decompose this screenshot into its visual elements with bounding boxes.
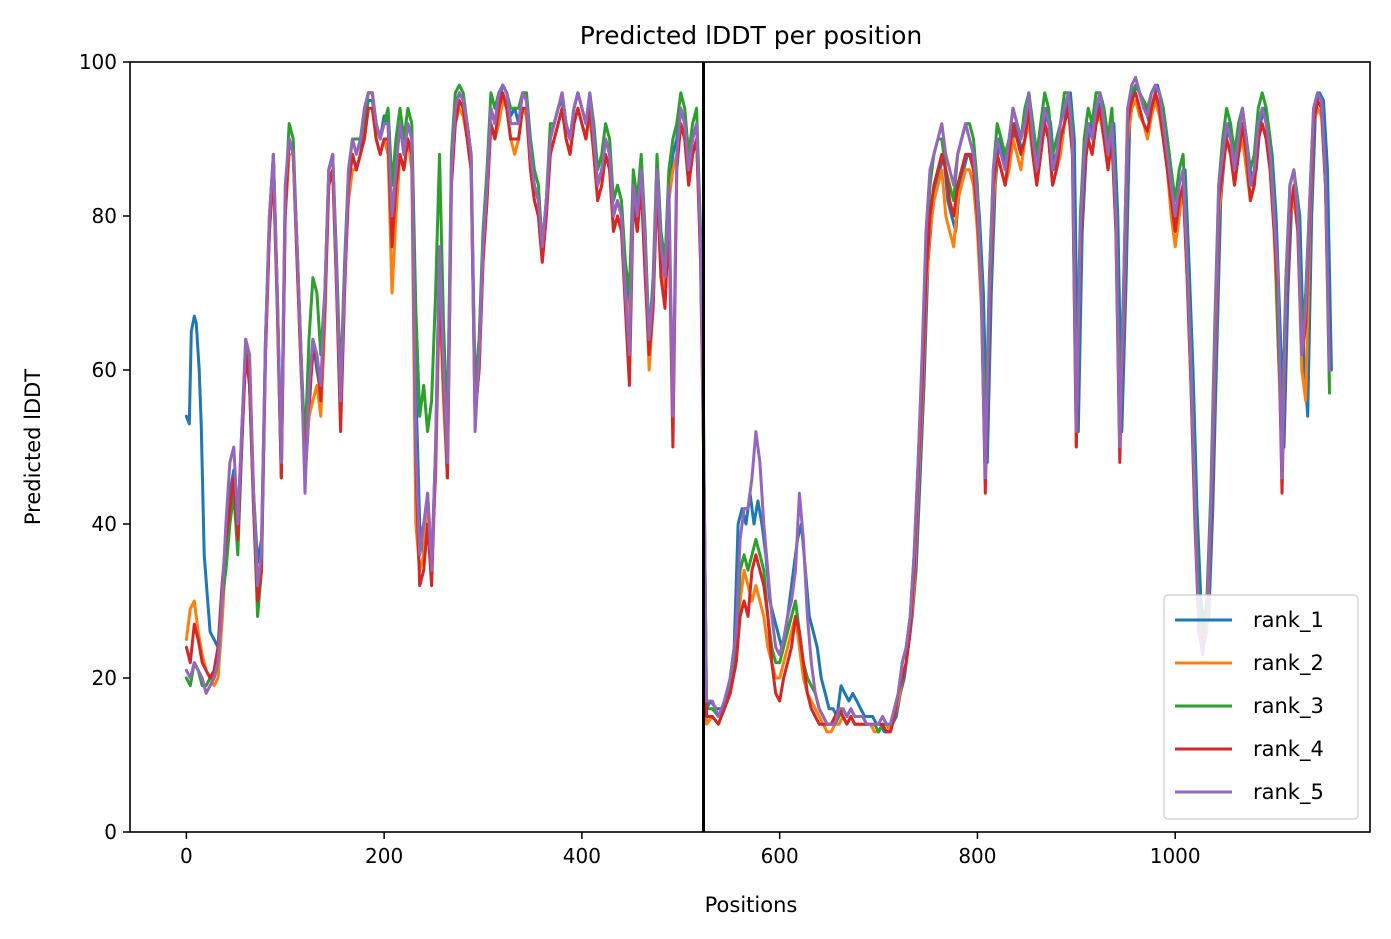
x-tick-label: 800 (958, 844, 996, 868)
x-axis-title: Positions (705, 893, 798, 917)
y-tick-label: 100 (79, 50, 117, 74)
series-layer (184, 75, 1333, 734)
x-tick-label: 1000 (1150, 844, 1201, 868)
chart-title: Predicted lDDT per position (580, 21, 922, 50)
y-tick-label: 0 (104, 820, 117, 844)
y-tick-label: 40 (92, 512, 117, 536)
legend: rank_1 rank_2 rank_3 rank_4 rank_5 (1163, 594, 1359, 820)
series-line-rank_5 (184, 75, 1331, 726)
legend-label-rank_5: rank_5 (1253, 780, 1324, 805)
y-tick-label: 20 (92, 666, 117, 690)
y-tick-label: 60 (92, 358, 117, 382)
x-tick-label: 200 (365, 844, 403, 868)
legend-label-rank_2: rank_2 (1253, 651, 1324, 676)
series-line-rank_4 (184, 91, 1331, 734)
x-tick-label: 400 (563, 844, 601, 868)
legend-frame (1163, 594, 1359, 820)
plot-frame (129, 61, 1371, 833)
x-axis-ticks: 0 200 400 600 800 1000 (180, 832, 1201, 868)
legend-label-rank_1: rank_1 (1253, 608, 1324, 633)
y-tick-label: 80 (92, 204, 117, 228)
y-axis-ticks: 0 20 40 60 80 100 (79, 50, 130, 844)
legend-label-rank_3: rank_3 (1253, 694, 1324, 719)
x-tick-label: 600 (761, 844, 799, 868)
x-tick-label: 0 (180, 844, 193, 868)
y-axis-title: Predicted lDDT (21, 369, 45, 525)
legend-label-rank_4: rank_4 (1253, 737, 1324, 762)
